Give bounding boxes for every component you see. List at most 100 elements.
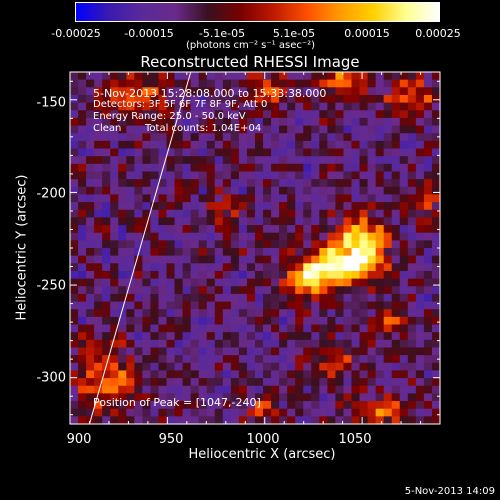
heatmap-cell <box>126 79 135 88</box>
heatmap-cell <box>367 186 377 196</box>
heatmap-cell <box>375 263 385 272</box>
heatmap-cell <box>255 140 264 150</box>
heatmap-cell <box>311 140 320 150</box>
heatmap-cell <box>206 110 216 119</box>
heatmap-cell <box>182 240 192 249</box>
heatmap-cell <box>134 316 143 326</box>
heatmap-cell <box>78 125 87 134</box>
heatmap-cell <box>351 117 361 127</box>
heatmap-cell <box>287 186 296 196</box>
heatmap-cell <box>246 102 256 111</box>
heatmap-cell <box>182 232 192 241</box>
heatmap-cell <box>311 186 320 196</box>
heatmap-cell <box>399 163 409 173</box>
heatmap-cell <box>94 324 103 333</box>
heatmap-cell <box>271 72 280 81</box>
heatmap-cell <box>271 225 280 234</box>
heatmap-cell <box>150 163 160 173</box>
heatmap-cell <box>263 186 272 196</box>
heatmap-cell <box>407 293 417 303</box>
heatmap-cell <box>246 339 256 349</box>
heatmap-cell <box>158 125 168 134</box>
heatmap-cell <box>423 110 433 119</box>
heatmap-cell <box>86 263 95 272</box>
heatmap-cell <box>190 148 200 157</box>
heatmap-cell <box>86 225 95 234</box>
heatmap-cell <box>311 225 320 234</box>
heatmap-cell <box>415 156 425 165</box>
heatmap-cell <box>287 385 296 394</box>
heatmap-cell <box>287 133 296 142</box>
heatmap-cell <box>198 286 208 295</box>
heatmap-cell <box>110 248 119 257</box>
heatmap-cell <box>263 79 272 88</box>
heatmap-cell <box>271 416 280 425</box>
heatmap-cell <box>383 148 393 157</box>
heatmap-cell <box>214 102 224 111</box>
heatmap-cell <box>142 355 152 364</box>
heatmap-cell <box>383 240 393 249</box>
heatmap-cell <box>399 87 409 96</box>
heatmap-cell <box>158 117 168 127</box>
heatmap-cell <box>263 87 272 96</box>
heatmap-cell <box>70 416 79 425</box>
heatmap-cell <box>327 156 337 165</box>
heatmap-cell <box>198 232 208 241</box>
heatmap-cell <box>86 301 95 310</box>
heatmap-cell <box>102 370 111 379</box>
heatmap-cell <box>94 370 103 379</box>
heatmap-cell <box>391 156 401 165</box>
heatmap-cell <box>279 286 288 295</box>
heatmap-cell <box>78 286 87 295</box>
heatmap-cell <box>166 125 176 134</box>
heatmap-cell <box>158 179 168 188</box>
heatmap-cell <box>367 339 377 349</box>
heatmap-cell <box>142 156 152 165</box>
heatmap-cell <box>383 378 393 387</box>
heatmap-cell <box>327 286 337 295</box>
heatmap-cell <box>94 255 103 264</box>
heatmap-cell <box>222 362 232 372</box>
heatmap-cell <box>415 362 425 372</box>
heatmap-cell <box>391 117 401 127</box>
heatmap-cell <box>214 232 224 241</box>
heatmap-cell <box>375 179 385 188</box>
heatmap-cell <box>94 133 103 142</box>
heatmap-cell <box>150 278 160 287</box>
heatmap-cell <box>78 140 87 150</box>
heatmap-cell <box>110 179 119 188</box>
heatmap-cell <box>150 79 160 88</box>
heatmap-cell <box>319 263 328 272</box>
heatmap-cell <box>190 393 200 402</box>
heatmap-cell <box>319 240 328 249</box>
heatmap-cell <box>150 72 160 81</box>
heatmap-cell <box>375 209 385 218</box>
heatmap-cell <box>214 209 224 218</box>
heatmap-cell <box>166 225 176 234</box>
heatmap-cell <box>319 385 328 394</box>
heatmap-cell <box>399 278 409 287</box>
heatmap-cell <box>295 401 304 410</box>
heatmap-cell <box>431 270 441 280</box>
heatmap-cell <box>351 408 361 417</box>
heatmap-cell <box>118 140 127 150</box>
heatmap-cell <box>391 293 401 303</box>
heatmap-cell <box>94 202 103 211</box>
heatmap-cell <box>78 94 87 104</box>
heatmap-cell <box>351 179 361 188</box>
heatmap-cell <box>399 232 409 241</box>
heatmap-cell <box>222 94 232 104</box>
heatmap-cell <box>415 401 425 410</box>
heatmap-cell <box>166 240 176 249</box>
heatmap-cell <box>118 186 127 196</box>
heatmap-cell <box>110 225 119 234</box>
heatmap-cell <box>287 278 296 287</box>
heatmap-cell <box>407 133 417 142</box>
heatmap-cell <box>359 232 369 241</box>
heatmap-cell <box>214 416 224 425</box>
heatmap-cell <box>102 263 111 272</box>
heatmap-cell <box>423 179 433 188</box>
heatmap-cell <box>383 225 393 234</box>
heatmap-cell <box>375 324 385 333</box>
heatmap-cell <box>391 79 401 88</box>
